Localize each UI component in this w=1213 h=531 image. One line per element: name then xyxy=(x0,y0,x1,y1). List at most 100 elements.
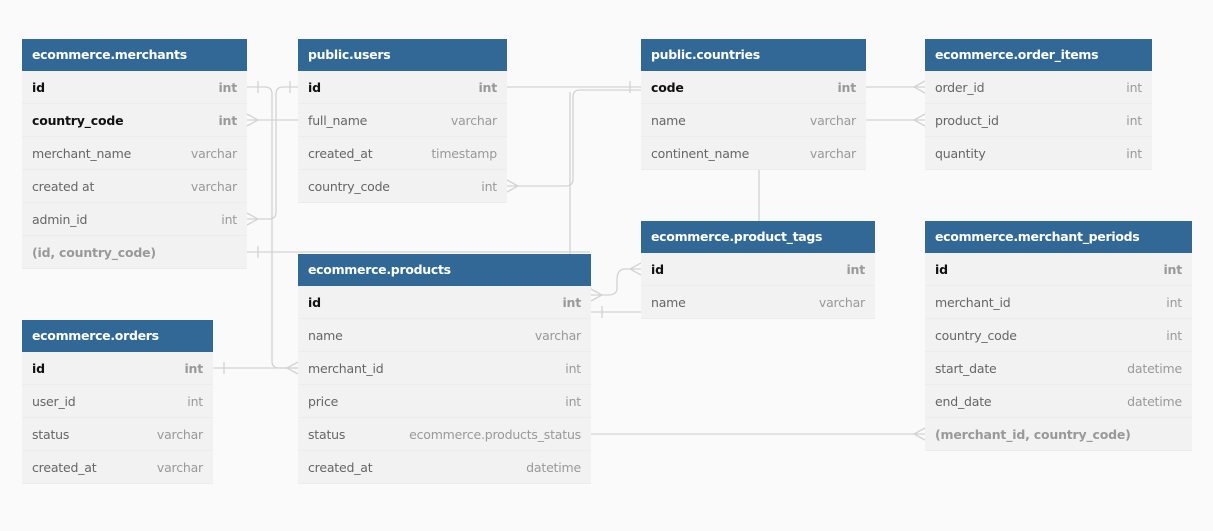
field-type: int xyxy=(1126,113,1142,128)
field-row[interactable]: created_at timestamp xyxy=(298,137,507,170)
field-name: merchant_id xyxy=(308,361,384,376)
field-type: int xyxy=(562,295,581,310)
field-type: int xyxy=(481,179,497,194)
field-name: (id, country_code) xyxy=(32,245,156,260)
field-name: created_at xyxy=(308,146,373,161)
field-type: int xyxy=(1163,262,1182,277)
field-row[interactable]: country_code int xyxy=(925,319,1192,352)
field-row[interactable]: code int xyxy=(641,71,866,104)
field-row[interactable]: end_date datetime xyxy=(925,385,1192,418)
field-row[interactable]: created at varchar xyxy=(22,170,247,203)
field-type: varchar xyxy=(809,113,856,128)
field-row[interactable]: id int xyxy=(925,253,1192,286)
field-row[interactable]: country_code int xyxy=(298,170,507,203)
field-type: varchar xyxy=(450,113,497,128)
table-users[interactable]: public.users id int full_name varchar created… xyxy=(298,39,507,203)
field-row[interactable]: merchant_id int xyxy=(298,352,591,385)
field-row[interactable]: quantity int xyxy=(925,137,1152,170)
table-header[interactable]: ecommerce.merchants xyxy=(22,39,247,71)
link-product-tags-id-products-id xyxy=(591,268,641,296)
table-countries[interactable]: public.countries code int name varchar contin… xyxy=(641,39,866,170)
field-name: price xyxy=(308,394,339,409)
link-users-country-code-countries xyxy=(507,89,641,187)
field-type: int xyxy=(1126,80,1142,95)
table-header[interactable]: ecommerce.order_items xyxy=(925,39,1152,71)
field-type: int xyxy=(1166,295,1182,310)
field-type: int xyxy=(565,361,581,376)
field-name: product_id xyxy=(935,113,999,128)
field-type: int xyxy=(187,394,203,409)
field-name: (merchant_id, country_code) xyxy=(935,427,1131,442)
field-type: varchar xyxy=(190,179,237,194)
table-header[interactable]: public.countries xyxy=(641,39,866,71)
field-type: int xyxy=(478,80,497,95)
field-row[interactable]: product_id int xyxy=(925,104,1152,137)
field-name: merchant_name xyxy=(32,146,132,161)
field-row[interactable]: order_id int xyxy=(925,71,1152,104)
field-type: int xyxy=(221,212,237,227)
field-name: merchant_id xyxy=(935,295,1011,310)
table-header[interactable]: ecommerce.merchant_periods xyxy=(925,221,1192,253)
field-name: country_code xyxy=(308,179,390,194)
field-row[interactable]: id int xyxy=(22,71,247,104)
field-row[interactable]: full_name varchar xyxy=(298,104,507,137)
field-row[interactable]: (id, country_code) xyxy=(22,236,247,269)
field-row[interactable]: start_date datetime xyxy=(925,352,1192,385)
field-name: country_code xyxy=(935,328,1017,343)
field-row[interactable]: id int xyxy=(22,352,213,385)
field-type: int xyxy=(1126,146,1142,161)
field-row[interactable]: id int xyxy=(641,253,875,286)
field-type: datetime xyxy=(526,460,581,475)
field-row[interactable]: name varchar xyxy=(641,104,866,137)
field-row[interactable]: created_at datetime xyxy=(298,451,591,484)
field-row[interactable]: status varchar xyxy=(22,418,213,451)
field-row[interactable]: user_id int xyxy=(22,385,213,418)
crow-foot-markers xyxy=(223,80,926,441)
field-type: int xyxy=(1166,328,1182,343)
field-name: quantity xyxy=(935,146,986,161)
field-row[interactable]: (merchant_id, country_code) xyxy=(925,418,1192,451)
field-type: varchar xyxy=(190,146,237,161)
field-name: full_name xyxy=(308,113,368,128)
field-row[interactable]: name varchar xyxy=(641,286,875,319)
table-header[interactable]: public.users xyxy=(298,39,507,71)
field-row[interactable]: continent_name varchar xyxy=(641,137,866,170)
field-row[interactable]: id int xyxy=(298,286,591,319)
table-order-items[interactable]: ecommerce.order_items order_id int product_… xyxy=(925,39,1152,170)
table-products[interactable]: ecommerce.products id int name varchar mercha… xyxy=(298,254,591,484)
field-name: country_code xyxy=(32,113,124,128)
field-name: id xyxy=(651,262,664,277)
field-row[interactable]: status ecommerce.products_status xyxy=(298,418,591,451)
field-name: id xyxy=(32,361,45,376)
table-header[interactable]: ecommerce.product_tags xyxy=(641,221,875,253)
field-row[interactable]: created_at varchar xyxy=(22,451,213,484)
field-name: status xyxy=(308,427,346,442)
field-row[interactable]: id int xyxy=(298,71,507,104)
field-name: status xyxy=(32,427,70,442)
field-name: code xyxy=(651,80,684,95)
field-type: int xyxy=(218,113,237,128)
field-type: ecommerce.products_status xyxy=(409,427,581,442)
field-type: timestamp xyxy=(431,146,497,161)
field-name: name xyxy=(308,328,343,343)
field-type: int xyxy=(846,262,865,277)
field-name: name xyxy=(651,113,686,128)
table-merchant-periods[interactable]: ecommerce.merchant_periods id int merchant_… xyxy=(925,221,1192,451)
field-row[interactable]: merchant_id int xyxy=(925,286,1192,319)
field-name: start_date xyxy=(935,361,997,376)
field-name: created_at xyxy=(308,460,373,475)
link-merchants-id-products-merchant-id xyxy=(247,86,298,369)
field-type: varchar xyxy=(156,460,203,475)
field-row[interactable]: merchant_name varchar xyxy=(22,137,247,170)
table-header[interactable]: ecommerce.orders xyxy=(22,320,213,352)
link-users-id-merchants-admin-id xyxy=(247,86,298,220)
table-merchants[interactable]: ecommerce.merchants id int country_code int m… xyxy=(22,39,247,269)
table-header[interactable]: ecommerce.products xyxy=(298,254,591,286)
table-orders[interactable]: ecommerce.orders id int user_id int status var… xyxy=(22,320,213,484)
field-type: int xyxy=(565,394,581,409)
field-row[interactable]: name varchar xyxy=(298,319,591,352)
field-row[interactable]: admin_id int xyxy=(22,203,247,236)
field-row[interactable]: country_code int xyxy=(22,104,247,137)
field-row[interactable]: price int xyxy=(298,385,591,418)
